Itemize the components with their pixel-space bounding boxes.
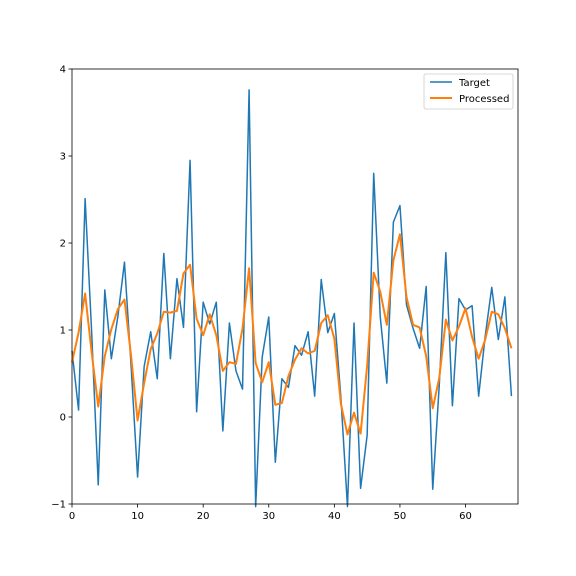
y-axis: −1 0 1 2 3 4 [51, 65, 72, 511]
legend-label-processed: Processed [459, 94, 509, 105]
series-layer [71, 89, 513, 508]
x-tick-label: 20 [197, 511, 210, 522]
x-tick-label: 40 [328, 511, 341, 522]
y-tick-label: 1 [60, 326, 66, 337]
x-tick-label: 50 [394, 511, 407, 522]
y-tick-label: 2 [60, 239, 66, 250]
axes-frame [71, 68, 519, 505]
x-tick-label: 10 [131, 511, 144, 522]
y-tick-label: 0 [60, 413, 66, 424]
plot-area [72, 69, 518, 504]
legend: Target Processed [423, 73, 514, 110]
x-tick-label: 0 [69, 511, 75, 522]
x-tick-label: 60 [459, 511, 472, 522]
x-tick-label: 30 [262, 511, 275, 522]
legend-label-target: Target [458, 78, 490, 89]
y-tick-label: 4 [60, 65, 66, 76]
series-line-processed [71, 233, 513, 436]
x-axis: 0 10 20 30 40 50 60 [69, 504, 472, 522]
y-tick-label: 3 [60, 152, 66, 163]
y-tick-label: −1 [51, 500, 66, 511]
